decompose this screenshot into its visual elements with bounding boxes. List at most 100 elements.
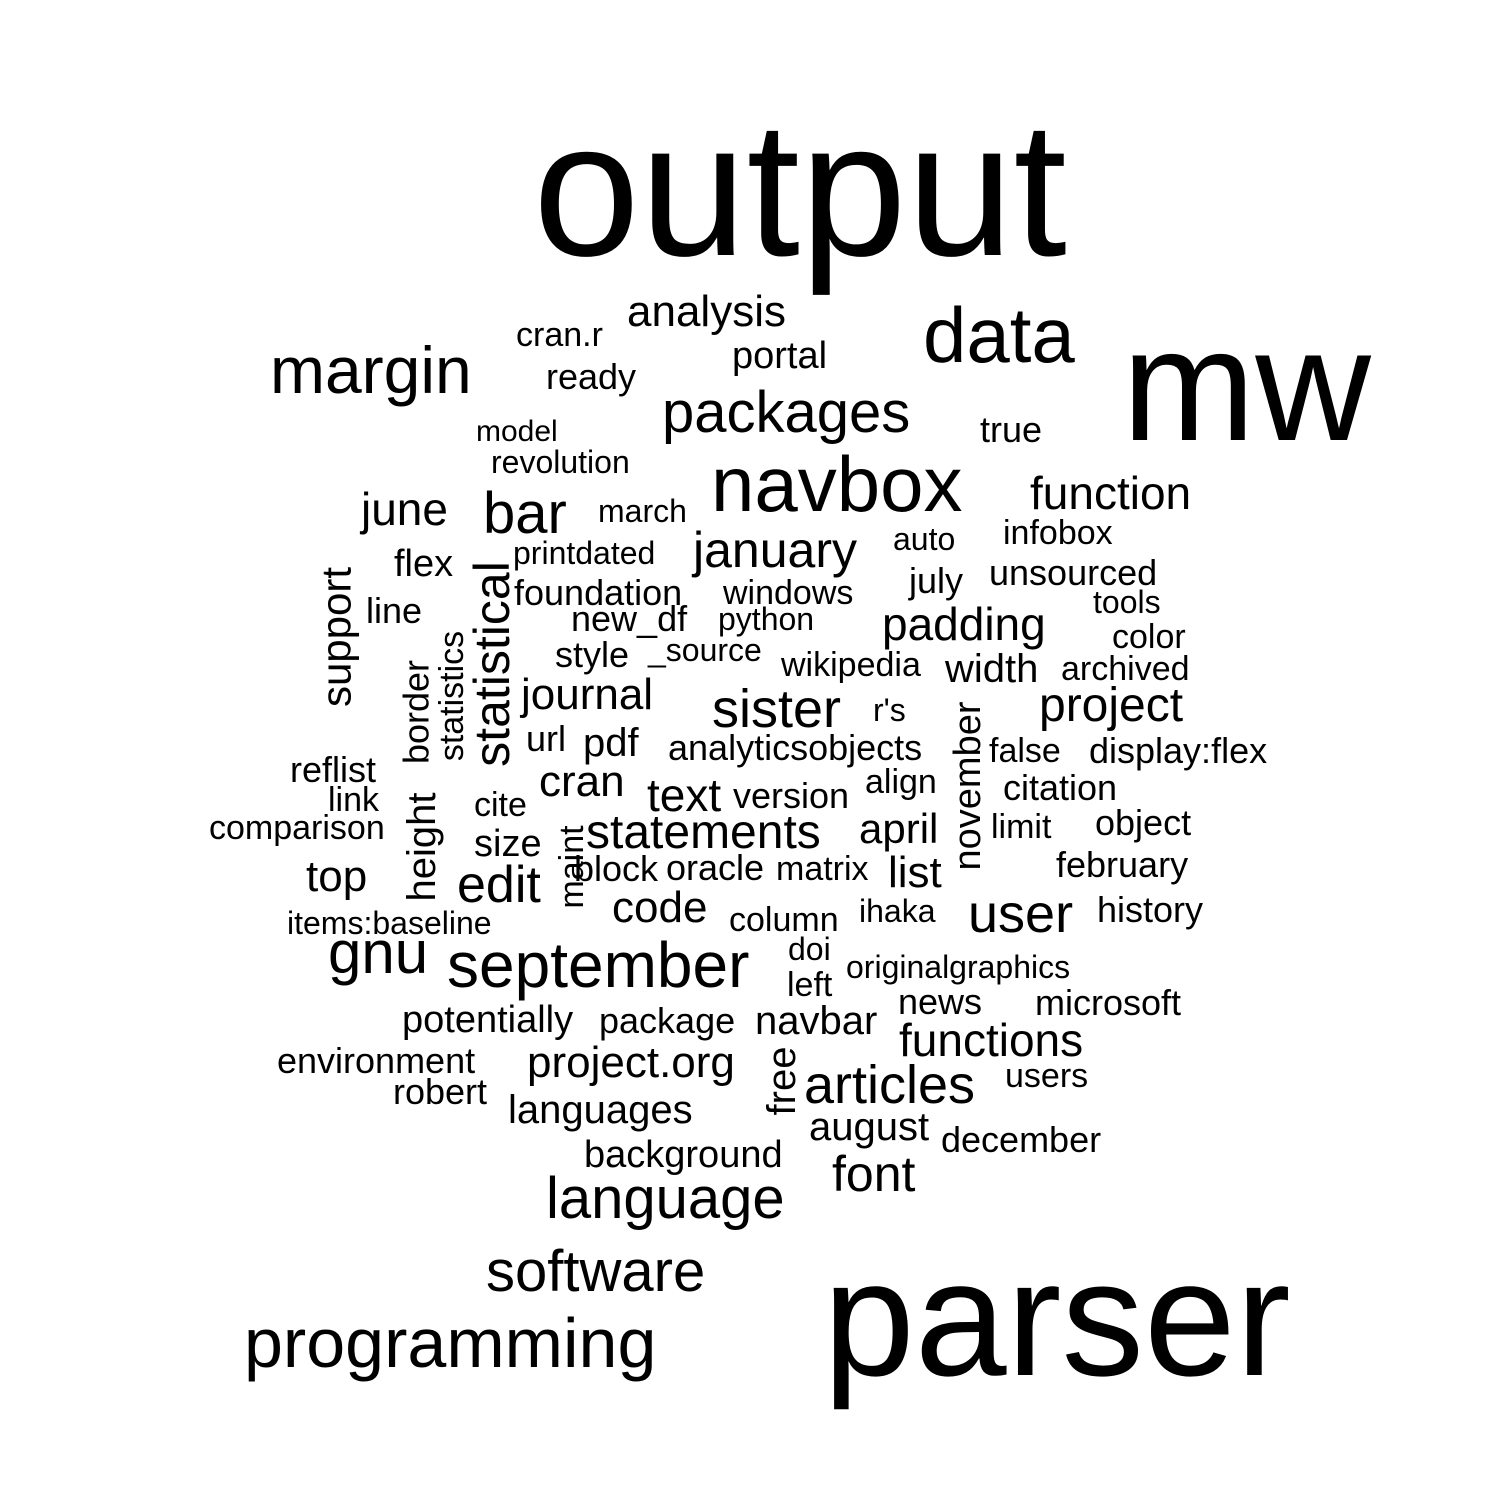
word-matrix: matrix <box>776 850 869 888</box>
word-robert: robert <box>393 1071 487 1112</box>
word-support: support <box>313 567 360 707</box>
word-block: block <box>574 848 659 889</box>
word-align: align <box>865 763 937 801</box>
word-project-org: project.org <box>527 1038 735 1087</box>
word-code: code <box>612 883 707 932</box>
word-free: free <box>760 1047 804 1116</box>
word-edit: edit <box>457 856 541 914</box>
word-originalgraphics: originalgraphics <box>846 949 1070 985</box>
word-sister: sister <box>712 679 841 739</box>
word-pdf: pdf <box>583 721 639 765</box>
word-column: column <box>729 901 839 939</box>
word-january: january <box>691 522 857 578</box>
word-july: july <box>908 560 963 601</box>
word-articles: articles <box>804 1055 975 1115</box>
word-citation: citation <box>1003 767 1117 808</box>
word-true: true <box>980 409 1042 450</box>
word-flex: flex <box>394 543 453 585</box>
word-statistical: statistical <box>464 561 520 767</box>
word-oracle: oracle <box>666 847 764 888</box>
word-revolution: revolution <box>491 444 630 480</box>
word-output: output <box>533 81 1067 296</box>
word-printdated: printdated <box>513 535 655 571</box>
word-foundation: foundation <box>514 572 682 613</box>
word-tools: tools <box>1093 584 1161 620</box>
word-background: background <box>584 1134 783 1176</box>
word-infobox: infobox <box>1003 514 1113 552</box>
word-december: december <box>941 1119 1101 1160</box>
word-users: users <box>1005 1057 1088 1095</box>
word-statements: statements <box>586 806 821 859</box>
word-software: software <box>486 1239 705 1304</box>
word-cran-r: cran.r <box>516 316 603 354</box>
word-false: false <box>989 732 1061 770</box>
word-top: top <box>306 852 367 901</box>
word-bar: bar <box>483 481 567 546</box>
word-programming: programming <box>244 1304 656 1382</box>
word-style: style <box>555 634 629 675</box>
word-url: url <box>526 718 566 759</box>
word-cran: cran <box>539 757 625 806</box>
word-data: data <box>923 291 1075 379</box>
word-september: september <box>447 929 749 1001</box>
word-june: june <box>359 483 448 535</box>
word-april: april <box>859 805 938 852</box>
word-mw: mw <box>1122 295 1371 474</box>
word-height: height <box>400 793 444 902</box>
word-maint: maint <box>553 825 591 909</box>
word-environment: environment <box>277 1040 475 1081</box>
word-line: line <box>366 590 422 631</box>
word-parser: parser <box>823 1226 1291 1410</box>
word-model: model <box>476 415 558 448</box>
word-navbox: navbox <box>711 440 963 528</box>
word-user: user <box>968 884 1073 944</box>
word-object: object <box>1095 802 1191 843</box>
word-margin: margin <box>270 333 472 407</box>
word-ready: ready <box>546 356 636 397</box>
word-march: march <box>598 493 687 529</box>
word-wikipedia: wikipedia <box>780 646 921 684</box>
word-windows: windows <box>722 574 853 612</box>
word-archived: archived <box>1061 650 1190 688</box>
word-display-flex: display:flex <box>1089 730 1267 771</box>
word-python: python <box>718 601 814 637</box>
word-new-df: new_df <box>571 598 688 639</box>
word-source: _source <box>647 632 762 668</box>
word-left: left <box>787 966 833 1004</box>
word-analysis: analysis <box>627 287 786 336</box>
word-november: november <box>947 701 989 870</box>
word-doi: doi <box>788 931 831 967</box>
word-potentially: potentially <box>402 999 573 1041</box>
word-color: color <box>1112 618 1186 656</box>
word-packages: packages <box>662 380 910 445</box>
word-width: width <box>944 647 1038 691</box>
word-package: package <box>599 1000 735 1041</box>
word-august: august <box>809 1105 929 1149</box>
word-cite: cite <box>474 786 527 824</box>
word-size: size <box>474 823 542 865</box>
word-auto: auto <box>893 521 955 557</box>
word-gnu: gnu <box>328 919 428 986</box>
word-reflist: reflist <box>290 749 376 790</box>
word-functions: functions <box>899 1014 1083 1066</box>
word-unsourced: unsourced <box>989 552 1157 593</box>
word-navbar: navbar <box>755 999 877 1043</box>
word-r-s: r's <box>873 692 906 728</box>
word-portal: portal <box>732 335 827 377</box>
word-text: text <box>647 769 721 821</box>
word-limit: limit <box>991 808 1052 846</box>
word-comparison: comparison <box>209 809 385 847</box>
word-statistics: statistics <box>433 631 471 761</box>
word-news: news <box>898 981 982 1022</box>
word-project: project <box>1039 679 1183 732</box>
word-history: history <box>1097 889 1203 930</box>
word-ihaka: ihaka <box>859 893 936 929</box>
word-language: language <box>546 1166 785 1231</box>
word-function: function <box>1030 467 1191 519</box>
word-border: border <box>396 660 437 764</box>
word-journal: journal <box>519 670 653 719</box>
word-february: february <box>1056 844 1188 885</box>
word-analyticsobjects: analyticsobjects <box>668 727 922 768</box>
